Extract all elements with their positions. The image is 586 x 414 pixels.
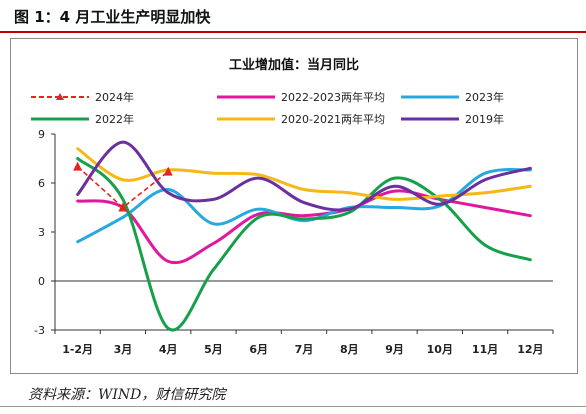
series-0-point-2	[163, 166, 173, 176]
legend-label-4: 2020-2021两年平均	[281, 112, 385, 126]
chart-title: 工业增加值：当月同比	[229, 57, 359, 73]
legend-marker-0	[56, 93, 64, 100]
x-tick-label-6: 8月	[340, 343, 359, 356]
legend-label-0: 2024年	[95, 90, 134, 104]
chart-panel: 工业增加值：当月同比 2024年 2022-2023两年平均 2023年 2022年 20…	[10, 38, 578, 374]
series-line-2	[76, 168, 532, 244]
series-0-point-1	[118, 202, 128, 212]
series-line-4	[76, 147, 532, 201]
y-tick-label-2: 3	[38, 226, 45, 239]
y-tick-label-4: 9	[38, 128, 45, 141]
figure-title: 图 1：4 月工业生产明显加快	[14, 8, 211, 26]
legend-label-2: 2023年	[465, 90, 504, 104]
footer-divider	[0, 406, 586, 407]
x-tick-label-9: 11月	[472, 343, 498, 356]
y-tick-label-0: -3	[34, 324, 45, 337]
x-tick-label-8: 10月	[427, 343, 453, 356]
x-tick-label-5: 7月	[295, 343, 314, 356]
x-tick-label-3: 5月	[204, 343, 223, 356]
source-note: 资料来源：WIND，财信研究院	[28, 387, 226, 403]
x-tick-label-7: 9月	[385, 343, 404, 356]
x-tick-label-10: 12月	[517, 343, 543, 356]
x-tick-label-1: 3月	[114, 343, 133, 356]
legend-label-3: 2022年	[95, 112, 134, 126]
y-tick-label-1: 0	[38, 275, 45, 288]
legend-label-1: 2022-2023两年平均	[281, 90, 385, 104]
x-tick-label-0: 1-2月	[62, 343, 93, 356]
line-chart: 工业增加值：当月同比 2024年 2022-2023两年平均 2023年 2022年 20…	[31, 57, 554, 356]
series-0-point-0	[73, 161, 83, 171]
title-divider	[0, 31, 586, 33]
y-tick-label-3: 6	[38, 177, 45, 190]
series-line-3	[76, 157, 532, 332]
series-line-5	[76, 140, 532, 212]
x-tick-label-2: 4月	[159, 343, 178, 356]
x-tick-label-4: 6月	[249, 343, 268, 356]
legend-label-5: 2019年	[465, 112, 504, 126]
